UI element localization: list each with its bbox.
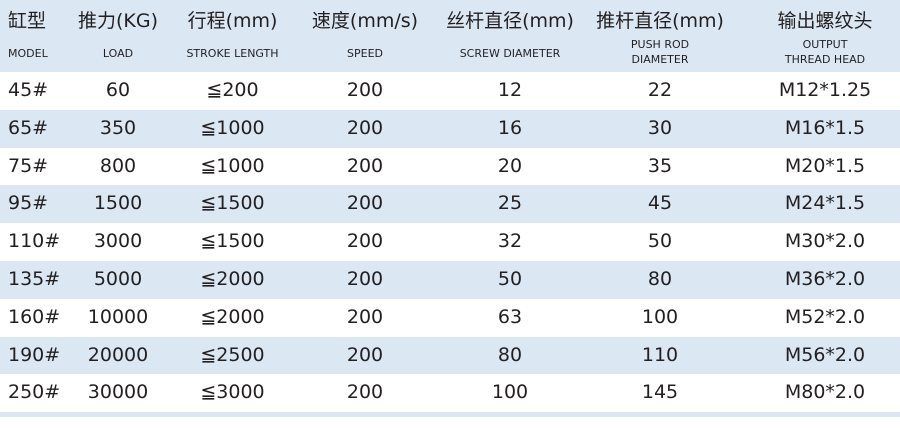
cell-push-rod-diameter: 80 (647, 268, 673, 290)
cell-push-rod-diameter: 45 (647, 192, 673, 215)
cell-output-thread: M24*1.5 (784, 192, 866, 215)
header-speed-zh: 速度(mm/s) (311, 10, 419, 32)
cell-speed: 200 (346, 230, 384, 253)
cell-output-thread: M20*1.5 (784, 154, 866, 177)
cell-output-thread: M30*2.0 (784, 230, 866, 253)
header-model-en: MODEL (8, 47, 48, 60)
cell-push-rod-diameter: 30 (647, 116, 673, 139)
cell-screw-diameter: 16 (497, 116, 523, 139)
cell-screw-diameter: 50 (497, 268, 523, 290)
cell-stroke: ≦1500 (200, 230, 265, 253)
cell-model: 160# (8, 305, 61, 328)
cell-stroke: ≦200 (206, 79, 259, 101)
cell-model: 95# (8, 192, 49, 215)
cell-speed: 200 (346, 305, 384, 328)
bottom-rule (0, 412, 900, 417)
cell-model: 110# (8, 230, 61, 253)
cell-screw-diameter: 100 (491, 381, 529, 404)
cell-model: 250# (8, 381, 61, 404)
cell-push-rod-diameter: 110 (641, 343, 679, 366)
cell-speed: 200 (346, 192, 384, 215)
cell-load: 60 (105, 79, 131, 101)
cell-screw-diameter: 25 (497, 192, 523, 215)
header-output-en1: OUTPUT (802, 38, 848, 51)
cell-load: 800 (99, 154, 137, 177)
cell-stroke: ≦1000 (200, 154, 265, 177)
header-screw-en: SCREW DIAMETER (459, 47, 561, 60)
cell-screw-diameter: 12 (497, 79, 523, 101)
header-pushrod-en1: PUSH ROD (630, 38, 690, 51)
cell-load: 5000 (93, 268, 143, 290)
cell-speed: 200 (346, 79, 384, 101)
cell-output-thread: M56*2.0 (784, 343, 866, 366)
cell-stroke: ≦3000 (200, 381, 265, 404)
header-output-en2: THREAD HEAD (784, 53, 866, 66)
cell-stroke: ≦1500 (200, 192, 265, 215)
table-row: 75# 800 ≦1000 200 20 35 M20*1.5 (0, 148, 900, 186)
cell-push-rod-diameter: 35 (647, 154, 673, 177)
header-pushrod-zh: 推杆直径(mm) (596, 10, 724, 32)
table-row: 110# 3000 ≦1500 200 32 50 M30*2.0 (0, 223, 900, 261)
cell-model: 135# (8, 268, 61, 290)
cell-model: 75# (8, 154, 49, 177)
cell-push-rod-diameter: 50 (647, 230, 673, 253)
cell-load: 30000 (87, 381, 149, 404)
cell-screw-diameter: 80 (497, 343, 523, 366)
header-load-en: LOAD (102, 47, 134, 60)
cell-speed: 200 (346, 381, 384, 404)
cell-screw-diameter: 20 (497, 154, 523, 177)
cell-model: 45# (8, 79, 49, 101)
cell-push-rod-diameter: 145 (641, 381, 679, 404)
header-stroke-zh: 行程(mm) (187, 10, 278, 32)
table-row: 65# 350 ≦1000 200 16 30 M16*1.5 (0, 109, 900, 148)
table-row: 190# 20000 ≦2500 200 80 110 M56*2.0 (0, 336, 900, 375)
cell-speed: 200 (346, 268, 384, 290)
cell-speed: 200 (346, 154, 384, 177)
cell-stroke: ≦2000 (200, 305, 265, 328)
header-pushrod-en2: DIAMETER (631, 53, 689, 66)
header-stroke-en: STROKE LENGTH (186, 47, 279, 60)
cell-output-thread: M52*2.0 (784, 305, 866, 328)
header-screw-zh: 丝杆直径(mm) (446, 10, 574, 32)
cell-stroke: ≦1000 (200, 116, 265, 139)
table-row: 250# 30000 ≦3000 200 100 145 M80*2.0 (0, 374, 900, 412)
header-output-zh: 输出螺纹头 (777, 10, 873, 32)
table-row: 160# 10000 ≦2000 200 63 100 M52*2.0 (0, 299, 900, 337)
cell-load: 3000 (93, 230, 143, 253)
table-header: 缸型 MODEL 推力(KG) LOAD 行程(mm) STROKE LENGT… (0, 0, 900, 72)
cell-speed: 200 (346, 116, 384, 139)
cell-screw-diameter: 32 (497, 230, 523, 253)
cell-load: 20000 (87, 343, 149, 366)
cell-output-thread: M36*2.0 (784, 268, 866, 290)
cell-stroke: ≦2500 (200, 343, 265, 366)
cell-load: 350 (99, 116, 137, 139)
table-row: 45# 60 ≦200 200 12 22 M12*1.25 (0, 72, 900, 110)
cell-stroke: ≦2000 (200, 268, 265, 290)
cell-push-rod-diameter: 22 (647, 79, 673, 101)
table-row: 135# 5000 ≦2000 200 50 80 M36*2.0 (0, 261, 900, 299)
table-row: 95# 1500 ≦1500 200 25 45 M24*1.5 (0, 185, 900, 224)
cell-push-rod-diameter: 100 (641, 305, 679, 328)
header-load-zh: 推力(KG) (77, 10, 158, 32)
cell-output-thread: M16*1.5 (784, 116, 866, 139)
cell-speed: 200 (346, 343, 384, 366)
cell-screw-diameter: 63 (497, 305, 523, 328)
cell-load: 10000 (87, 305, 149, 328)
header-model-zh: 缸型 (8, 10, 47, 32)
cell-output-thread: M80*2.0 (784, 381, 866, 404)
cell-model: 65# (8, 116, 49, 139)
cell-output-thread: M12*1.25 (778, 79, 872, 101)
header-speed-en: SPEED (347, 47, 383, 60)
cell-model: 190# (8, 343, 61, 366)
cell-load: 1500 (93, 192, 143, 215)
